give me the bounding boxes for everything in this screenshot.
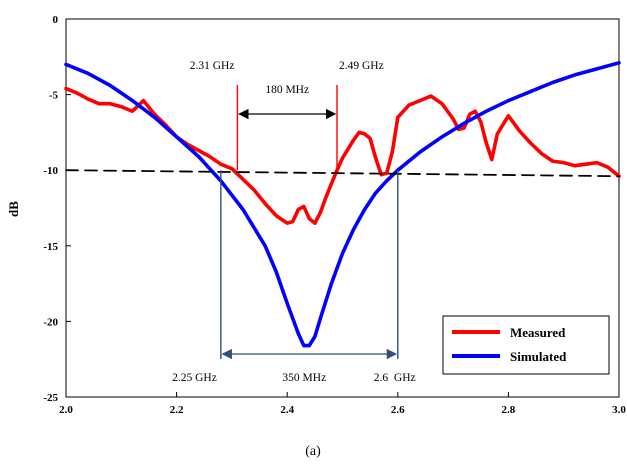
y-axis-label: dB bbox=[6, 201, 21, 217]
y-tick-label: -20 bbox=[43, 316, 58, 328]
x-tick-label: 2.4 bbox=[280, 404, 294, 416]
legend-box bbox=[442, 315, 610, 375]
series-line-simulated bbox=[64, 61, 621, 348]
series-layer bbox=[64, 61, 621, 348]
y-tick-label: -15 bbox=[43, 241, 58, 253]
y-tick-label: -10 bbox=[43, 165, 58, 177]
x-tick-label: 2.6 bbox=[391, 404, 405, 416]
plot-frame bbox=[65, 18, 620, 398]
legend-label-measured: Measured bbox=[510, 325, 566, 340]
legend-label-simulated: Simulated bbox=[510, 349, 567, 364]
series-line-measured bbox=[64, 86, 621, 225]
x-tick-label: 2.8 bbox=[502, 404, 516, 416]
x-axis-ticks: 2.0 2.2 2.4 2.6 2.8 3.0 bbox=[59, 392, 626, 416]
y-tick-label: -5 bbox=[49, 90, 59, 102]
figure-caption: (a) bbox=[305, 444, 321, 459]
marker-layer: 2.31 GHz 2.49 GHz 180 MHz 2.25 GHz 2.6 GHz 35… bbox=[172, 60, 416, 384]
measured-high-label: 2.49 GHz bbox=[339, 60, 384, 72]
simulated-low-label: 2.25 GHz bbox=[172, 372, 217, 384]
y-axis-ticks: 0 -5 -10 -15 -20 -25 bbox=[43, 14, 71, 404]
measured-low-label: 2.31 GHz bbox=[190, 60, 235, 72]
legend: Measured Simulated bbox=[442, 315, 610, 375]
measured-bandwidth-label: 180 MHz bbox=[265, 84, 309, 96]
x-tick-label: 3.0 bbox=[612, 404, 626, 416]
y-tick-label: 0 bbox=[53, 14, 59, 26]
x-tick-label: 2.0 bbox=[59, 404, 73, 416]
y-tick-label: -25 bbox=[43, 392, 58, 404]
x-tick-label: 2.2 bbox=[170, 404, 184, 416]
simulated-bandwidth-label: 350 MHz bbox=[282, 372, 326, 384]
series-line-threshold bbox=[65, 169, 620, 178]
simulated-high-label: 2.6 GHz bbox=[374, 372, 416, 384]
